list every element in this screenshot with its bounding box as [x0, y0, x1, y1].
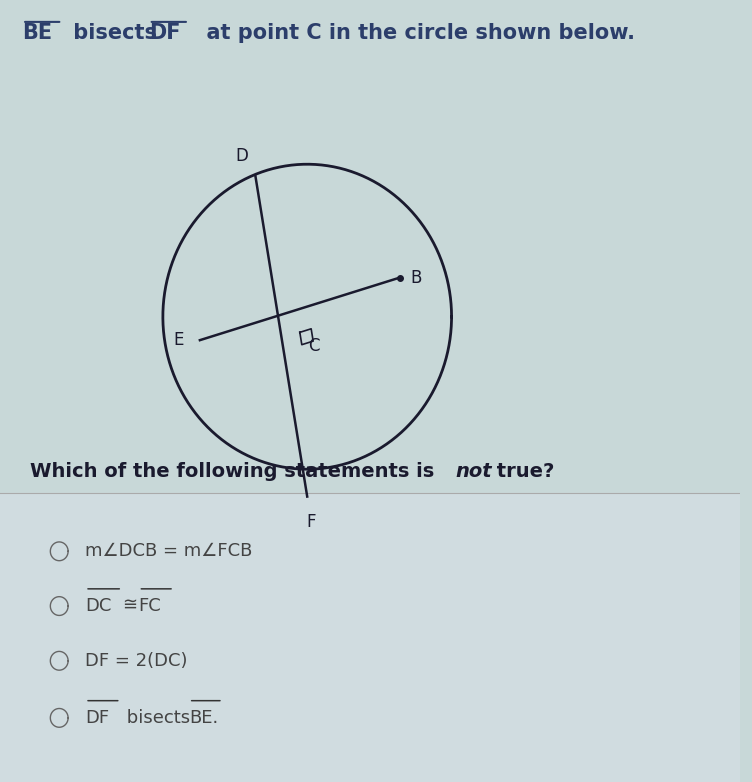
Bar [0, 493, 740, 782]
Text: DF = 2(DC): DF = 2(DC) [85, 651, 188, 670]
Text: E: E [174, 331, 184, 350]
Text: m∠DCB = m∠FCB: m∠DCB = m∠FCB [85, 542, 253, 561]
Text: BE: BE [23, 23, 53, 43]
Text: B: B [411, 268, 422, 287]
Text: D: D [236, 147, 249, 165]
Text: true?: true? [490, 462, 554, 481]
Text: DF: DF [85, 708, 109, 727]
Text: ≅: ≅ [122, 597, 138, 615]
Text: F: F [306, 514, 316, 532]
Text: DC: DC [85, 597, 111, 615]
Text: bisects: bisects [120, 708, 196, 727]
Text: C: C [308, 336, 320, 354]
Text: at point C in the circle shown below.: at point C in the circle shown below. [193, 23, 635, 43]
Text: Which of the following statements is: Which of the following statements is [29, 462, 434, 481]
Text: FC: FC [138, 597, 161, 615]
Text: BE.: BE. [189, 708, 218, 727]
Text: not: not [455, 462, 492, 481]
Text: DF: DF [149, 23, 180, 43]
Text: bisects: bisects [66, 23, 171, 43]
